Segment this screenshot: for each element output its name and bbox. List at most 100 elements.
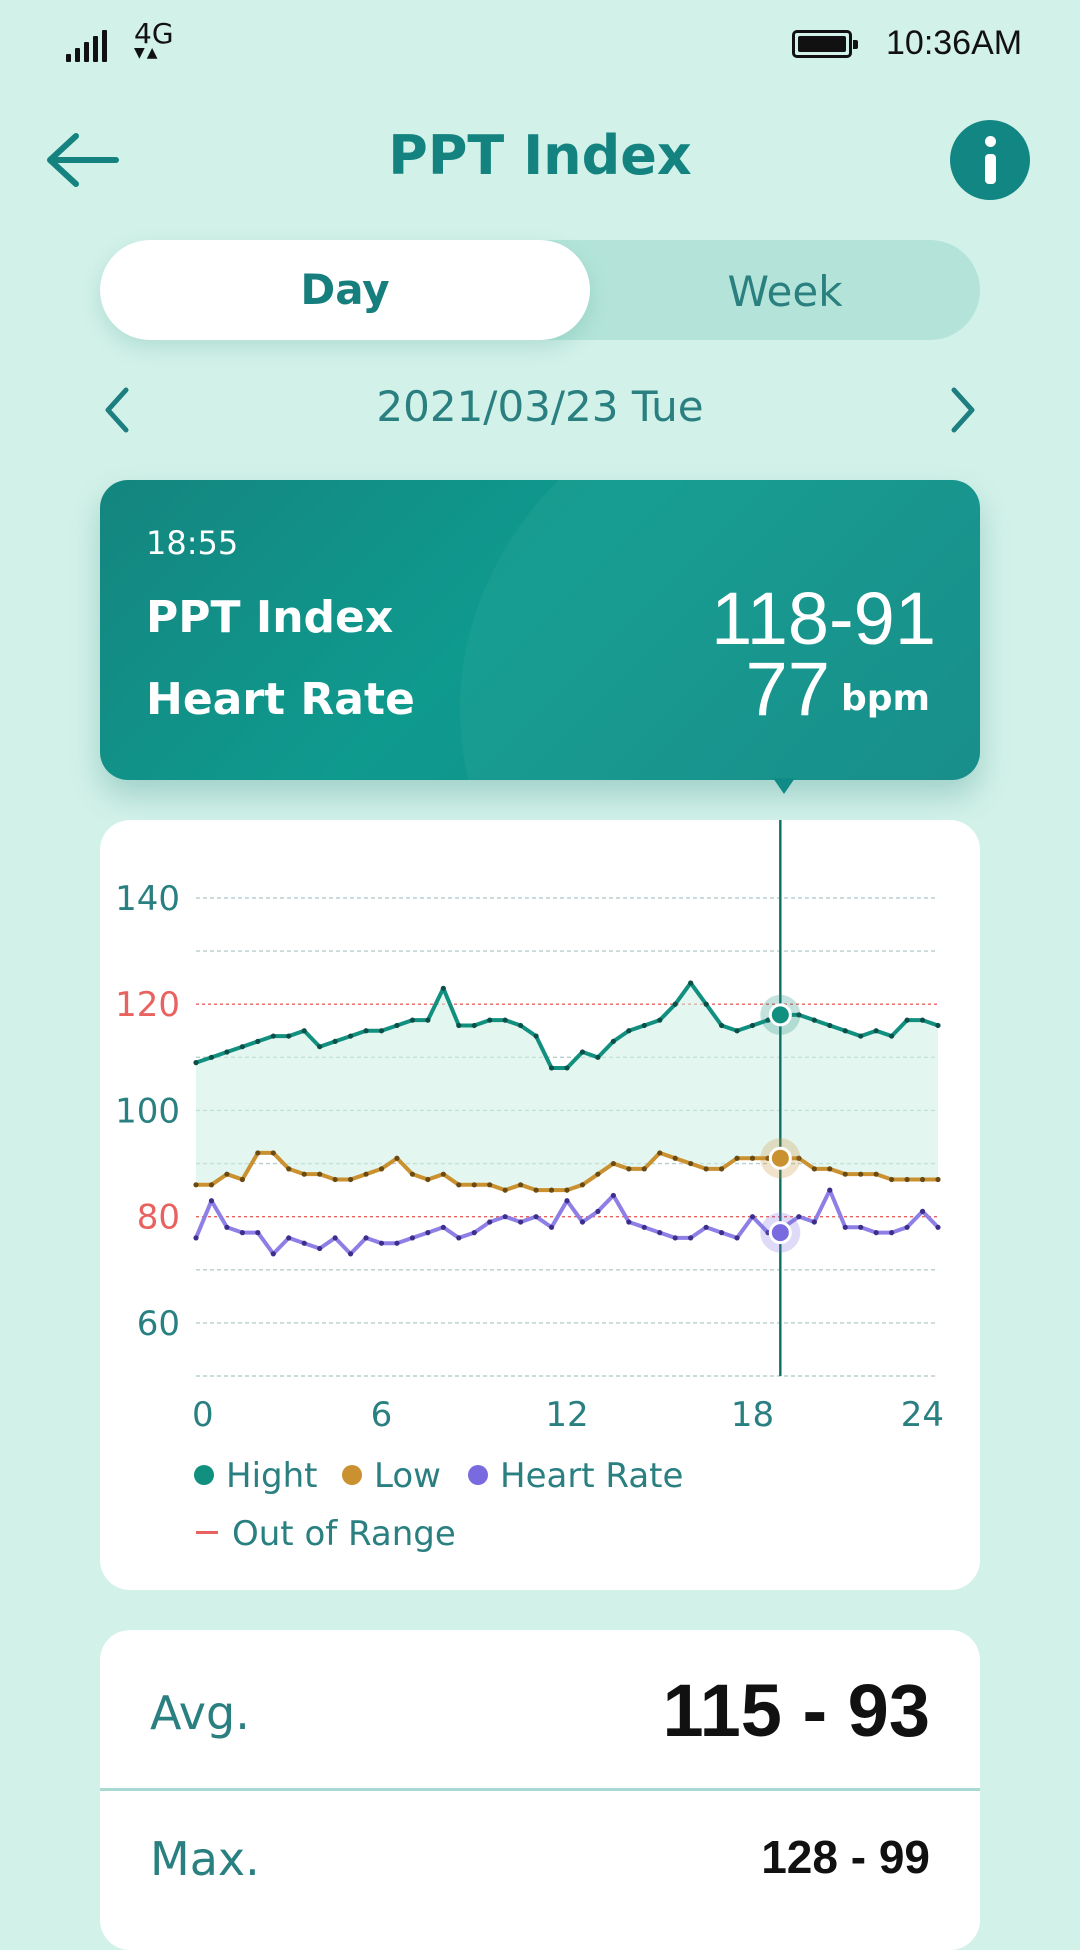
y-tick-label: 80 [137, 1198, 180, 1238]
data-point [286, 1235, 292, 1241]
data-point [301, 1028, 307, 1034]
tab-day[interactable]: Day [100, 240, 590, 340]
data-point [873, 1028, 879, 1034]
data-point [827, 1187, 833, 1193]
selection-marker [768, 1221, 792, 1245]
page-title: PPT Index [388, 124, 692, 187]
data-point [749, 1022, 756, 1029]
data-point [672, 1235, 678, 1241]
data-point [502, 1017, 508, 1023]
data-point [579, 1219, 586, 1225]
data-point [703, 1224, 709, 1230]
data-point [718, 1166, 725, 1172]
data-point [610, 1192, 616, 1199]
chevron-left-icon[interactable] [96, 380, 140, 440]
data-point [533, 1033, 539, 1039]
y-tick-label: 60 [137, 1304, 180, 1344]
data-point [827, 1166, 833, 1172]
data-point [394, 1155, 400, 1161]
data-point [641, 1166, 647, 1172]
data-point [889, 1230, 895, 1236]
data-point [858, 1224, 864, 1230]
data-point [378, 1028, 385, 1034]
data-point [734, 1155, 740, 1161]
data-point [208, 1182, 215, 1188]
data-point [765, 1017, 771, 1023]
data-point [641, 1224, 647, 1230]
data-point [193, 1182, 199, 1188]
data-point [610, 1160, 616, 1167]
data-point [301, 1171, 307, 1177]
data-point [595, 1171, 601, 1177]
status-time: 10:36AM [886, 24, 1023, 62]
data-point [425, 1017, 431, 1023]
data-point [688, 1235, 694, 1241]
data-point [610, 1038, 616, 1044]
signal-icon [66, 28, 112, 62]
avg-label: Avg. [150, 1686, 250, 1740]
data-point [255, 1038, 261, 1044]
data-point [255, 1150, 261, 1156]
status-bar: 4G ▼▲ 10:36AM [0, 0, 1080, 90]
data-point [193, 1060, 199, 1066]
data-point [471, 1230, 477, 1236]
x-tick-label: 0 [192, 1395, 214, 1435]
data-point [811, 1017, 817, 1023]
data-point [239, 1044, 245, 1050]
data-point [734, 1028, 740, 1034]
selection-marker [768, 1003, 792, 1027]
data-point [935, 1176, 941, 1183]
data-point [332, 1235, 338, 1241]
heart-rate-dot-icon [468, 1464, 488, 1485]
range-band [196, 982, 938, 1191]
data-point [564, 1187, 570, 1193]
data-point [796, 1155, 802, 1161]
data-point [487, 1017, 493, 1023]
info-button[interactable] [950, 120, 1030, 200]
data-point [239, 1176, 245, 1183]
x-tick-label: 18 [731, 1395, 774, 1435]
data-point [456, 1022, 462, 1029]
data-point [208, 1198, 215, 1204]
data-point [208, 1054, 215, 1060]
data-point [394, 1022, 400, 1029]
data-point [919, 1176, 926, 1183]
data-point [270, 1251, 276, 1257]
range-line-icon [196, 1531, 218, 1534]
ppt-value: 118-91 [711, 577, 936, 660]
data-point [688, 980, 694, 986]
data-point [255, 1230, 261, 1236]
data-point [796, 1012, 802, 1018]
data-point [919, 1017, 926, 1023]
data-point [224, 1224, 230, 1230]
data-point [842, 1171, 848, 1177]
tab-week[interactable]: Week [727, 267, 843, 316]
data-point [548, 1065, 555, 1071]
data-point [718, 1230, 725, 1236]
heart-rate-label: Heart Rate [146, 674, 415, 725]
data-point [317, 1245, 323, 1252]
data-point [394, 1240, 400, 1246]
data-point [363, 1028, 369, 1034]
data-point [873, 1171, 879, 1177]
ppt-line-chart[interactable]: 140 120 100 80 60 0 6 12 18 24 [100, 820, 980, 1590]
data-point [579, 1049, 586, 1055]
data-arrows-icon: ▼▲ [134, 45, 160, 61]
data-point [378, 1166, 385, 1172]
data-point [456, 1182, 462, 1188]
chevron-right-icon[interactable] [940, 380, 984, 440]
data-point [626, 1166, 632, 1172]
high-dot-icon [194, 1464, 214, 1485]
y-tick-label: 100 [115, 1091, 180, 1131]
arrow-left-icon[interactable] [44, 120, 124, 200]
data-point [224, 1171, 230, 1177]
x-tick-label: 6 [371, 1395, 393, 1435]
legend-item-high: Hight [194, 1456, 317, 1496]
data-point [703, 1166, 709, 1172]
data-point [518, 1182, 524, 1188]
data-point [672, 1001, 678, 1007]
data-point [641, 1022, 647, 1029]
data-point [842, 1224, 848, 1230]
x-tick-label: 24 [901, 1395, 944, 1435]
stats-card: Avg. 115 - 93 Max. 128 - 99 [100, 1630, 980, 1950]
